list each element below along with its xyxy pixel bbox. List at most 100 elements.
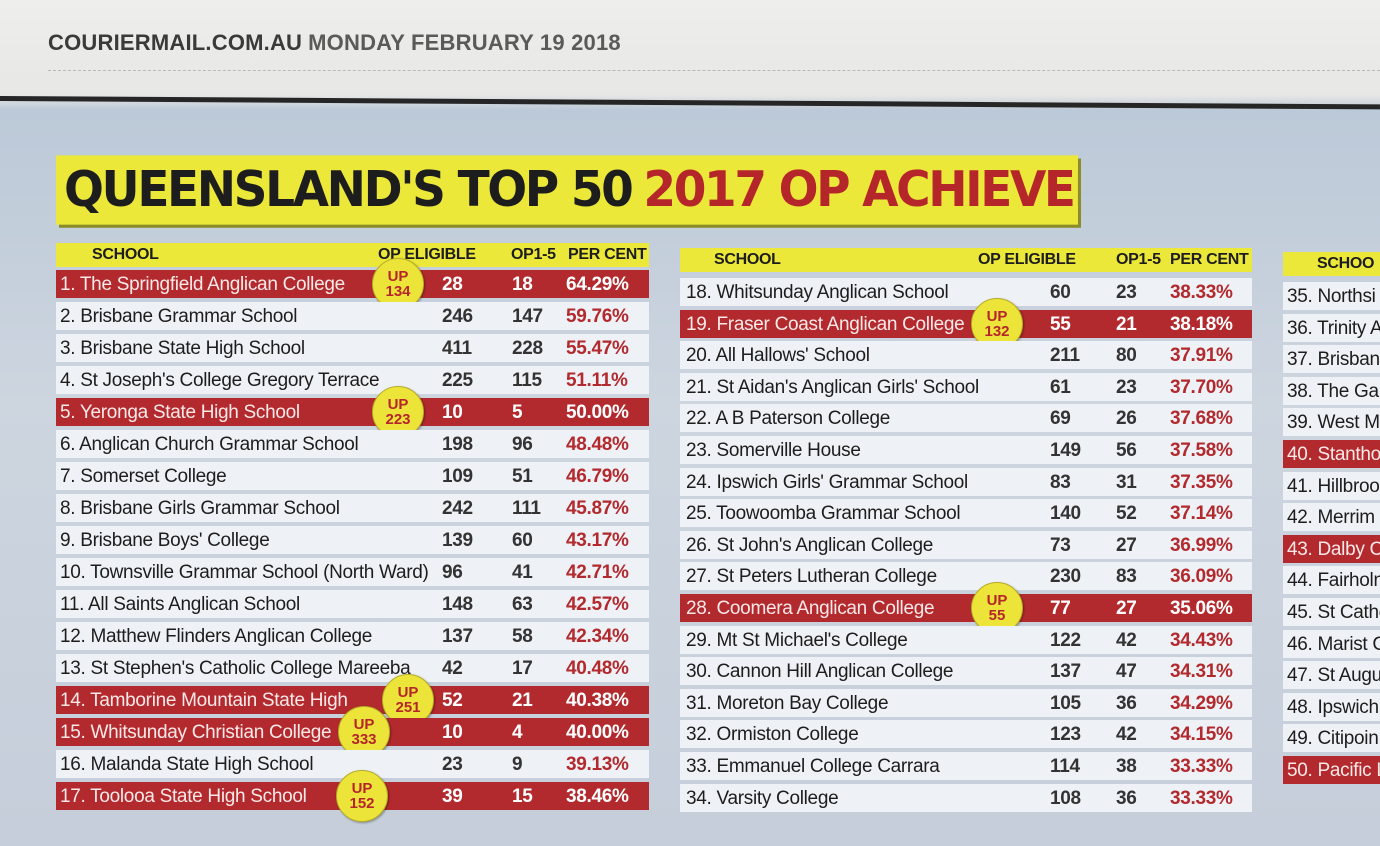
op1-5-value: 80 bbox=[1116, 345, 1137, 367]
school-name: 2. Brisbane Grammar School bbox=[60, 306, 298, 327]
op-eligible-value: 52 bbox=[442, 690, 463, 711]
school-name: 50. Pacific L bbox=[1287, 760, 1380, 781]
school-name: 31. Moreton Bay College bbox=[686, 692, 889, 714]
table-header: SCHOO bbox=[1283, 252, 1380, 276]
table-row: 15. Whitsunday Christian College 10 4 40.00… bbox=[56, 718, 649, 746]
op-eligible-value: 140 bbox=[1050, 503, 1081, 525]
table-row: 49. Citipoin bbox=[1283, 724, 1380, 753]
op1-5-value: 27 bbox=[1116, 534, 1137, 556]
school-name: 23. Somerville House bbox=[686, 440, 861, 461]
school-name: 49. Citipoin bbox=[1287, 728, 1379, 750]
school-name: 14. Tamborine Mountain State High bbox=[60, 690, 348, 711]
op1-5-value: 15 bbox=[512, 786, 533, 807]
table-row: 31. Moreton Bay College 105 36 34.29% bbox=[680, 688, 1252, 717]
op-eligible-value: 137 bbox=[442, 626, 473, 647]
op1-5-value: 58 bbox=[512, 626, 533, 647]
op1-5-value: 56 bbox=[1116, 440, 1137, 461]
table-row: 45. St Cathe bbox=[1283, 598, 1380, 626]
school-name: 47. St Augu bbox=[1287, 665, 1380, 687]
school-name: 30. Cannon Hill Anglican College bbox=[686, 661, 954, 683]
percent-value: 38.18% bbox=[1170, 313, 1233, 335]
table-row: 40. Stantho bbox=[1283, 440, 1380, 468]
op1-5-value: 51 bbox=[512, 466, 533, 487]
school-name: 21. St Aidan's Anglican Girls' School bbox=[686, 376, 979, 398]
table-row: 35. Northsi bbox=[1283, 282, 1380, 310]
school-name: 24. Ipswich Girls' Grammar School bbox=[686, 471, 968, 493]
school-name: 7. Somerset College bbox=[60, 466, 227, 487]
school-name: 4. St Joseph's College Gregory Terrace bbox=[60, 370, 380, 391]
table-row: 1. The Springfield Anglican College 28 18 6… bbox=[56, 270, 649, 298]
badge-number: 333 bbox=[351, 731, 377, 748]
school-name: 35. Northsi bbox=[1287, 286, 1376, 307]
op1-5-value: 23 bbox=[1116, 282, 1137, 303]
badge-word: UP bbox=[397, 684, 419, 701]
masthead-site: COURIERMAIL.COM.AU bbox=[48, 30, 303, 55]
op1-5-value: 36 bbox=[1116, 692, 1137, 714]
school-name: 10. Townsville Grammar School (North War… bbox=[60, 562, 429, 583]
table-row: 50. Pacific L bbox=[1283, 756, 1380, 784]
header-percent: PER CENT bbox=[1170, 251, 1249, 268]
school-name: 3. Brisbane State High School bbox=[60, 338, 305, 359]
percent-value: 55.47% bbox=[566, 338, 629, 359]
table-ranks-18-34: SCHOOL OP ELIGIBLE OP1-5 PER CENT 18. Wh… bbox=[680, 248, 1252, 818]
table-row: 28. Coomera Anglican College 77 27 35.06% bbox=[680, 594, 1252, 622]
up-rank-badge: UP 333 bbox=[338, 706, 390, 758]
header-op1-5: OP1-5 bbox=[511, 246, 556, 263]
badge-word: UP bbox=[986, 592, 1008, 609]
percent-value: 43.17% bbox=[566, 530, 629, 551]
table-row: 46. Marist C bbox=[1283, 629, 1380, 658]
op1-5-value: 41 bbox=[512, 562, 533, 583]
percent-value: 37.35% bbox=[1170, 471, 1233, 493]
table-row: 29. Mt St Michael's College 122 42 34.43% bbox=[680, 625, 1252, 654]
table-row: 11. All Saints Anglican School 148 63 42.57… bbox=[56, 590, 649, 618]
op1-5-value: 60 bbox=[512, 530, 533, 551]
op1-5-value: 38 bbox=[1116, 756, 1137, 777]
table-row: 4. St Joseph's College Gregory Terrace 22… bbox=[56, 366, 649, 394]
school-name: 6. Anglican Church Grammar School bbox=[60, 434, 359, 455]
table-row: 23. Somerville House 149 56 37.58% bbox=[680, 436, 1252, 464]
percent-value: 42.71% bbox=[566, 562, 629, 583]
op-eligible-value: 60 bbox=[1050, 282, 1071, 303]
up-rank-badge: UP 55 bbox=[971, 582, 1023, 634]
header-percent: PER CENT bbox=[568, 246, 647, 263]
table-row: 25. Toowoomba Grammar School 140 52 37.14% bbox=[680, 499, 1252, 528]
badge-number: 223 bbox=[385, 411, 411, 428]
op-eligible-value: 105 bbox=[1050, 692, 1081, 714]
op-eligible-value: 114 bbox=[1050, 756, 1080, 777]
school-name: 45. St Cathe bbox=[1287, 602, 1380, 623]
school-name: 5. Yeronga State High School bbox=[60, 402, 300, 423]
percent-value: 48.48% bbox=[566, 434, 629, 455]
op1-5-value: 83 bbox=[1116, 566, 1137, 588]
table-row: 20. All Hallows' School 211 80 37.91% bbox=[680, 341, 1252, 370]
percent-value: 34.29% bbox=[1170, 692, 1233, 714]
rule-divider bbox=[0, 96, 1380, 110]
dotted-divider bbox=[48, 70, 1380, 71]
masthead-date: MONDAY FEBRUARY 19 2018 bbox=[308, 30, 621, 55]
school-name: 32. Ormiston College bbox=[686, 724, 859, 746]
table-row: 33. Emmanuel College Carrara 114 38 33.33% bbox=[680, 752, 1252, 780]
op-eligible-value: 225 bbox=[442, 370, 473, 391]
percent-value: 64.29% bbox=[566, 274, 629, 295]
op1-5-value: 17 bbox=[512, 658, 533, 679]
school-name: 16. Malanda State High School bbox=[60, 754, 314, 775]
op-eligible-value: 96 bbox=[442, 562, 463, 583]
table-row: 10. Townsville Grammar School (North War… bbox=[56, 558, 649, 586]
table-row: 39. West M bbox=[1283, 408, 1380, 437]
percent-value: 46.79% bbox=[566, 466, 629, 487]
table-row: 8. Brisbane Girls Grammar School 242 111 45… bbox=[56, 494, 649, 522]
school-name: 34. Varsity College bbox=[686, 787, 839, 809]
table-row: 6. Anglican Church Grammar School 198 96 48… bbox=[56, 430, 649, 458]
percent-value: 40.48% bbox=[566, 658, 629, 679]
percent-value: 37.70% bbox=[1170, 376, 1233, 398]
op-eligible-value: 246 bbox=[442, 306, 473, 327]
school-name: 29. Mt St Michael's College bbox=[686, 629, 908, 651]
op1-5-value: 147 bbox=[512, 306, 543, 327]
op-eligible-value: 42 bbox=[442, 658, 463, 679]
percent-value: 42.34% bbox=[566, 626, 629, 647]
school-name: 12. Matthew Flinders Anglican College bbox=[60, 626, 373, 647]
school-name: 20. All Hallows' School bbox=[686, 345, 870, 367]
op-eligible-value: 139 bbox=[442, 530, 473, 551]
school-name: 13. St Stephen's Catholic College Mareeb… bbox=[60, 658, 411, 679]
school-name: 17. Toolooa State High School bbox=[60, 786, 307, 807]
